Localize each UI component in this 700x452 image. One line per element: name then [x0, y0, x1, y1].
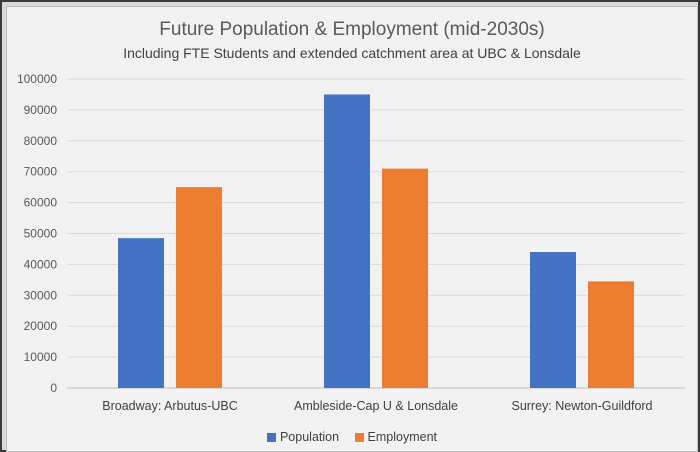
- y-tick-label: 40000: [24, 257, 58, 271]
- y-tick-label: 30000: [24, 288, 58, 302]
- bar-employment: [382, 168, 428, 388]
- legend-item-population: Population: [266, 430, 340, 444]
- legend-swatch-employment: [354, 432, 364, 442]
- chart-panel: Future Population & Employment (mid-2030…: [6, 6, 698, 452]
- y-tick-label: 90000: [24, 103, 58, 117]
- bar-population: [530, 252, 576, 388]
- legend-label-population: Population: [279, 430, 340, 444]
- bar-population: [118, 238, 164, 388]
- y-tick-label: 0: [50, 381, 57, 395]
- y-tick-label: 100000: [17, 72, 57, 86]
- legend-item-employment: Employment: [354, 430, 438, 444]
- y-tick-label: 70000: [24, 165, 58, 179]
- bar-employment: [588, 281, 634, 388]
- chart-title: Future Population & Employment (mid-2030…: [159, 19, 545, 40]
- bar-population: [324, 94, 370, 388]
- legend-swatch-population: [266, 432, 276, 442]
- x-category-label: Broadway: Arbutus-UBC: [102, 399, 237, 413]
- legend-label-employment: Employment: [367, 430, 438, 444]
- legend: Population Employment: [7, 430, 697, 445]
- y-tick-label: 60000: [24, 196, 58, 210]
- bar-chart: 0 10000 20000 30000 40000 50000 60000 70000 8000…: [17, 72, 685, 413]
- x-category-label: Surrey: Newton-Guildford: [511, 399, 652, 413]
- x-category-label: Ambleside-Cap U & Lonsdale: [294, 399, 458, 413]
- bar-employment: [176, 187, 222, 388]
- chart-subtitle: Including FTE Students and extended catc…: [123, 45, 581, 61]
- y-tick-label: 20000: [24, 319, 58, 333]
- y-tick-label: 50000: [24, 227, 58, 241]
- y-tick-label: 10000: [24, 350, 58, 364]
- y-tick-label: 80000: [24, 134, 58, 148]
